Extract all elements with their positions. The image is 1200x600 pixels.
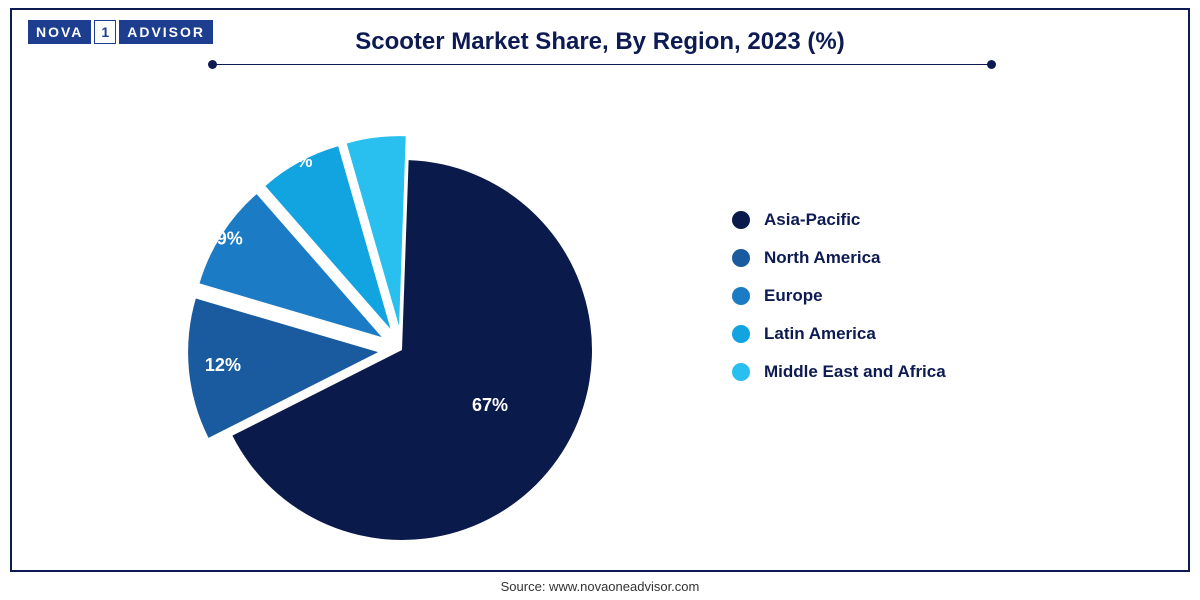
legend-swatch [732, 249, 750, 267]
legend-label: Latin America [764, 324, 876, 344]
legend-item: North America [732, 248, 946, 268]
legend: Asia-Pacific North America Europe Latin Ame… [732, 210, 946, 382]
legend-swatch [732, 363, 750, 381]
legend-swatch [732, 325, 750, 343]
pie-slice-label: 12% [205, 355, 241, 375]
pie-slice-label: 9% [217, 229, 243, 249]
legend-label: North America [764, 248, 881, 268]
legend-swatch [732, 287, 750, 305]
legend-swatch [732, 211, 750, 229]
pie-chart: 5% 7% 9% 12% 67% [152, 90, 652, 550]
legend-item: Europe [732, 286, 946, 306]
title-divider [212, 64, 992, 65]
legend-item: Asia-Pacific [732, 210, 946, 230]
pie-svg: 5% 7% 9% 12% 67% [152, 90, 652, 550]
legend-label: Asia-Pacific [764, 210, 860, 230]
pie-slice-label: 7% [287, 151, 313, 171]
chart-title: Scooter Market Share, By Region, 2023 (%… [12, 28, 1188, 56]
legend-label: Europe [764, 286, 823, 306]
pie-slice-label: 67% [472, 395, 508, 415]
pie-slice-label: 5% [362, 117, 388, 137]
legend-item: Latin America [732, 324, 946, 344]
source-attribution: Source: www.novaoneadvisor.com [0, 579, 1200, 594]
legend-item: Middle East and Africa [732, 362, 946, 382]
legend-label: Middle East and Africa [764, 362, 946, 382]
chart-frame: NOVA 1 ADVISOR Scooter Market Share, By … [10, 8, 1190, 572]
